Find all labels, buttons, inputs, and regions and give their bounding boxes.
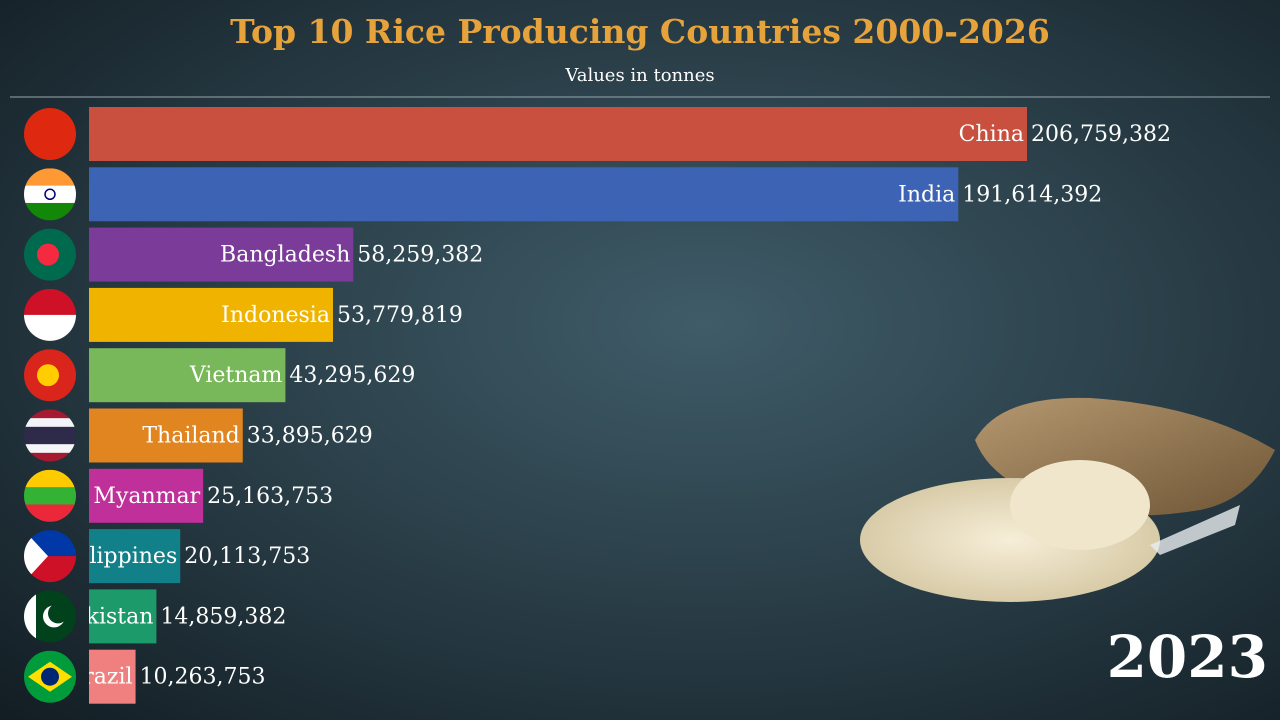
flag-stripe [24, 487, 76, 505]
flag-emblem [37, 364, 59, 387]
value-label: 206,759,382 [1031, 122, 1171, 147]
category-label: Thailand [142, 424, 239, 449]
flag [24, 168, 76, 221]
chart-subtitle: Values in tonnes [564, 65, 714, 86]
flag-emblem [37, 243, 59, 266]
value-label: 53,779,819 [337, 303, 463, 328]
rice-illustration [860, 397, 1275, 602]
category-label: China [959, 122, 1024, 147]
flag [24, 469, 76, 522]
bar [89, 348, 286, 403]
value-label: 191,614,392 [962, 182, 1102, 207]
value-label: 33,895,629 [247, 424, 373, 449]
category-label: Vietnam [189, 363, 283, 388]
chart-title: Top 10 Rice Producing Countries 2000-202… [230, 12, 1050, 51]
category-label: Bangladesh [220, 243, 350, 268]
value-label: 58,259,382 [357, 243, 483, 268]
category-label: Pakistan [59, 604, 154, 629]
flag-stripe [24, 444, 76, 454]
category-label: Indonesia [221, 303, 330, 328]
bar [89, 287, 333, 342]
flag-stripe [24, 504, 76, 522]
category-label: Philippines [53, 544, 177, 569]
flag-stripe [24, 426, 76, 436]
flag-stripe [24, 452, 76, 462]
category-label: India [898, 182, 955, 207]
bar [89, 107, 1027, 161]
bar [89, 408, 243, 463]
category-label: Brazil [67, 665, 132, 690]
flag-stripe [24, 435, 76, 445]
flags [24, 108, 76, 703]
flag-stripe [24, 409, 76, 419]
bar [89, 529, 181, 584]
bars: China India Bangladesh Indonesia Vietnam Thai… [53, 107, 1027, 704]
value-labels: 206,759,382 191,614,392 58,259,382 53,779,8… [140, 122, 1171, 690]
bar [89, 227, 354, 282]
flag-stripe [24, 168, 76, 187]
bar [89, 167, 959, 222]
flag-stripe [24, 108, 76, 160]
value-label: 43,295,629 [289, 363, 415, 388]
value-label: 20,113,753 [184, 544, 310, 569]
value-label: 10,263,753 [140, 665, 266, 690]
flag-emblem [41, 667, 59, 686]
category-label: Myanmar [93, 484, 200, 509]
flag-emblem [24, 530, 48, 583]
bar [89, 649, 136, 704]
flag [24, 650, 76, 703]
bar [89, 468, 204, 523]
flag-stripe [24, 202, 76, 221]
flag-stripe [24, 469, 76, 488]
year-annotation: 2023 [1107, 623, 1268, 691]
flag [24, 228, 76, 281]
value-label: 25,163,753 [207, 484, 333, 509]
flag [24, 108, 76, 160]
flag-stripe [24, 185, 76, 204]
flag [24, 409, 76, 462]
bar [89, 589, 157, 644]
flag-stripe [24, 418, 76, 428]
flag [24, 349, 76, 402]
flag-emblem [48, 603, 68, 624]
flag-emblem [44, 188, 56, 201]
value-label: 14,859,382 [160, 604, 286, 629]
